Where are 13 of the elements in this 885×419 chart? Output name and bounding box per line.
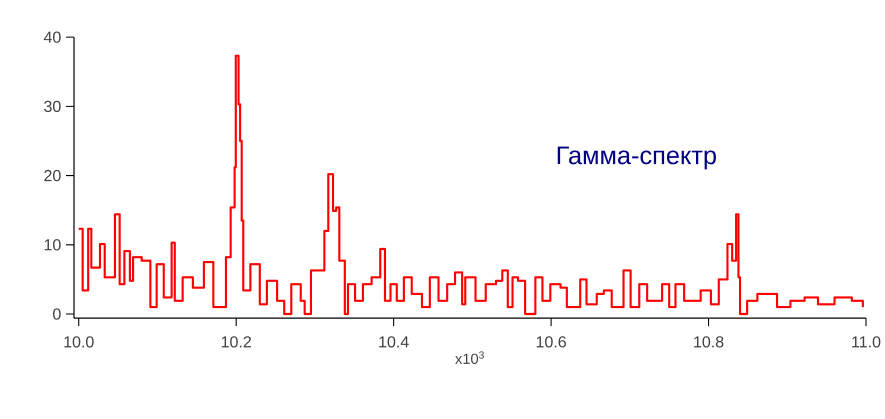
y-tick-label: 30 xyxy=(44,100,61,112)
x-tick-label: 11.0 xyxy=(852,336,880,348)
y-tick-label: 40 xyxy=(44,31,61,43)
annotation: Гамма-спектр xyxy=(558,146,716,170)
y-tick-label: 0 xyxy=(53,308,61,320)
x-tick-label: 10.2 xyxy=(222,336,251,348)
y-tick-label: 10 xyxy=(44,239,61,250)
x-tick-label: 10.4 xyxy=(379,336,409,348)
x-axis-title: x10$^{3}$ xyxy=(455,351,484,364)
y-tick-label: 20 xyxy=(44,170,61,182)
x-tick-label: 10.0 xyxy=(64,336,94,348)
x-tick-label: 10.8 xyxy=(694,336,724,348)
x-tick-label: 10.6 xyxy=(536,336,566,348)
